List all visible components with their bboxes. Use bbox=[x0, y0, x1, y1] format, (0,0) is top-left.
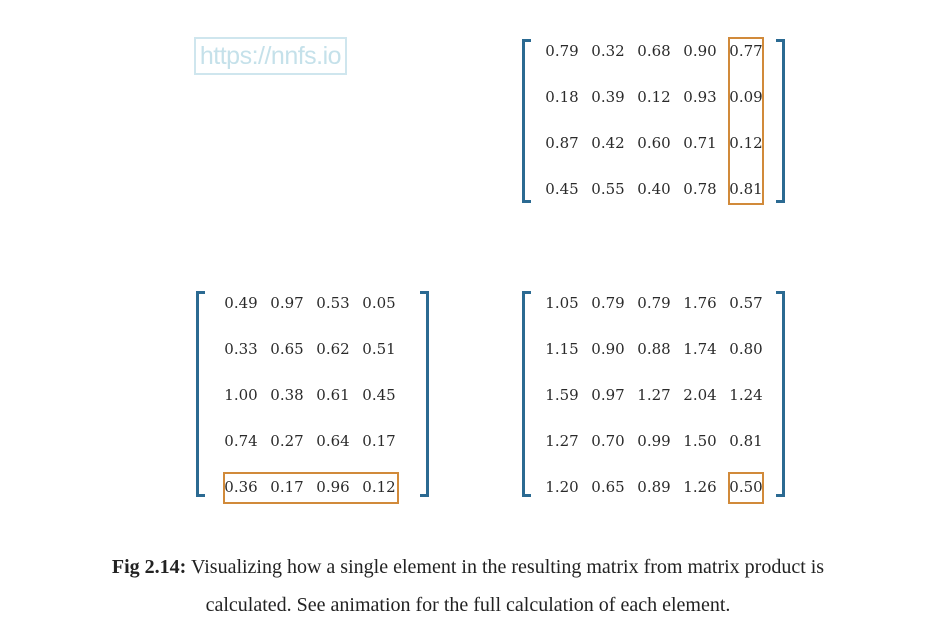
matrix-result-cell: 0.79 bbox=[591, 294, 625, 312]
matrix-top-left-bracket bbox=[522, 39, 531, 203]
matrix-result-cell: 0.70 bbox=[591, 432, 625, 450]
matrix-left-cell: 0.12 bbox=[362, 478, 396, 496]
matrix-top-cell: 0.71 bbox=[683, 134, 717, 152]
figure-caption: Fig 2.14: Visualizing how a single eleme… bbox=[0, 548, 936, 624]
matrix-result-cell: 0.57 bbox=[729, 294, 763, 312]
matrix-top-cell: 0.45 bbox=[545, 180, 579, 198]
matrix-top-cell: 0.87 bbox=[545, 134, 579, 152]
matrix-left-cell: 0.96 bbox=[316, 478, 350, 496]
highlight-row bbox=[223, 472, 399, 504]
matrix-result-cell: 1.74 bbox=[683, 340, 717, 358]
matrix-result-left-bracket bbox=[522, 291, 531, 497]
matrix-result-cell: 0.99 bbox=[637, 432, 671, 450]
matrix-left-cell: 0.17 bbox=[270, 478, 304, 496]
matrix-result-cell: 1.24 bbox=[729, 386, 763, 404]
matrix-result-cell: 0.79 bbox=[637, 294, 671, 312]
matrix-result-cell: 1.26 bbox=[683, 478, 717, 496]
matrix-left-cell: 0.27 bbox=[270, 432, 304, 450]
matrix-left: 0.49 0.97 0.53 0.05 0.33 0.65 0.62 0.51 1.00 0.38… bbox=[196, 291, 429, 504]
matrix-result-cell: 2.04 bbox=[683, 386, 717, 404]
matrix-left-cell: 0.33 bbox=[224, 340, 258, 358]
matrix-top-cell: 0.32 bbox=[591, 42, 625, 60]
matrix-top-cell: 0.79 bbox=[545, 42, 579, 60]
matrix-result: 1.05 0.79 0.79 1.76 0.57 1.15 0.90 0.88 1.74 0.80… bbox=[522, 291, 785, 504]
matrix-left-cell: 0.97 bbox=[270, 294, 304, 312]
matrix-top-cell: 0.40 bbox=[637, 180, 671, 198]
matrix-result-cell: 0.81 bbox=[729, 432, 763, 450]
matrix-top-cell: 0.12 bbox=[637, 88, 671, 106]
matrix-left-cell: 0.05 bbox=[362, 294, 396, 312]
caption-label: Fig 2.14: bbox=[111, 556, 187, 578]
matrix-left-cell: 0.17 bbox=[362, 432, 396, 450]
matrix-left-cell: 0.62 bbox=[316, 340, 350, 358]
matrix-result-cell: 0.50 bbox=[729, 478, 763, 496]
matrix-top-cell: 0.18 bbox=[545, 88, 579, 106]
matrix-top-cell: 0.93 bbox=[683, 88, 717, 106]
matrix-top-right-bracket bbox=[776, 39, 785, 203]
caption-line2: calculated. See animation for the full c… bbox=[205, 594, 731, 616]
matrix-left-cell: 0.65 bbox=[270, 340, 304, 358]
matrix-left-cell: 0.74 bbox=[224, 432, 258, 450]
matrix-top-cell: 0.90 bbox=[683, 42, 717, 60]
matrix-result-cell: 1.15 bbox=[545, 340, 579, 358]
matrix-top-cell: 0.68 bbox=[637, 42, 671, 60]
matrix-result-cell: 0.65 bbox=[591, 478, 625, 496]
matrix-result-cell: 0.88 bbox=[637, 340, 671, 358]
matrix-result-cell: 1.27 bbox=[545, 432, 579, 450]
matrix-left-cell: 0.61 bbox=[316, 386, 350, 404]
matrix-result-cell: 1.20 bbox=[545, 478, 579, 496]
matrix-result-right-bracket bbox=[776, 291, 785, 497]
matrix-left-cell: 0.45 bbox=[362, 386, 396, 404]
matrix-result-cell: 0.90 bbox=[591, 340, 625, 358]
matrix-result-cell: 1.76 bbox=[683, 294, 717, 312]
matrix-left-left-bracket bbox=[196, 291, 205, 497]
matrix-result-cell: 1.50 bbox=[683, 432, 717, 450]
matrix-result-cell: 1.05 bbox=[545, 294, 579, 312]
matrix-top-cell: 0.39 bbox=[591, 88, 625, 106]
matrix-left-cell: 0.53 bbox=[316, 294, 350, 312]
matrix-top-cell: 0.78 bbox=[683, 180, 717, 198]
matrix-result-cell: 0.80 bbox=[729, 340, 763, 358]
matrix-top-cell: 0.81 bbox=[729, 180, 763, 198]
caption-line1: Visualizing how a single element in the … bbox=[186, 556, 825, 578]
matrix-top-cell: 0.77 bbox=[729, 42, 763, 60]
matrix-left-cell: 0.38 bbox=[270, 386, 304, 404]
matrix-left-right-bracket bbox=[420, 291, 429, 497]
matrix-result-cell: 1.27 bbox=[637, 386, 671, 404]
matrix-left-cell: 0.51 bbox=[362, 340, 396, 358]
matrix-left-cell: 0.49 bbox=[224, 294, 258, 312]
matrix-top-cell: 0.60 bbox=[637, 134, 671, 152]
matrix-left-cell: 0.64 bbox=[316, 432, 350, 450]
highlight-column bbox=[728, 37, 764, 205]
matrix-top-cell: 0.55 bbox=[591, 180, 625, 198]
matrix-left-cell: 0.36 bbox=[224, 478, 258, 496]
matrix-result-cell: 1.59 bbox=[545, 386, 579, 404]
highlight-cell bbox=[728, 472, 764, 504]
matrix-result-cell: 0.97 bbox=[591, 386, 625, 404]
matrix-top-cell: 0.12 bbox=[729, 134, 763, 152]
matrix-top: 0.79 0.32 0.68 0.90 0.77 0.18 0.39 0.12 0.93 0.09… bbox=[522, 37, 785, 205]
matrix-left-cell: 1.00 bbox=[224, 386, 258, 404]
matrix-top-cell: 0.42 bbox=[591, 134, 625, 152]
matrix-result-cell: 0.89 bbox=[637, 478, 671, 496]
matrix-top-cell: 0.09 bbox=[729, 88, 763, 106]
nnfs-watermark: https://nnfs.io bbox=[194, 37, 347, 75]
